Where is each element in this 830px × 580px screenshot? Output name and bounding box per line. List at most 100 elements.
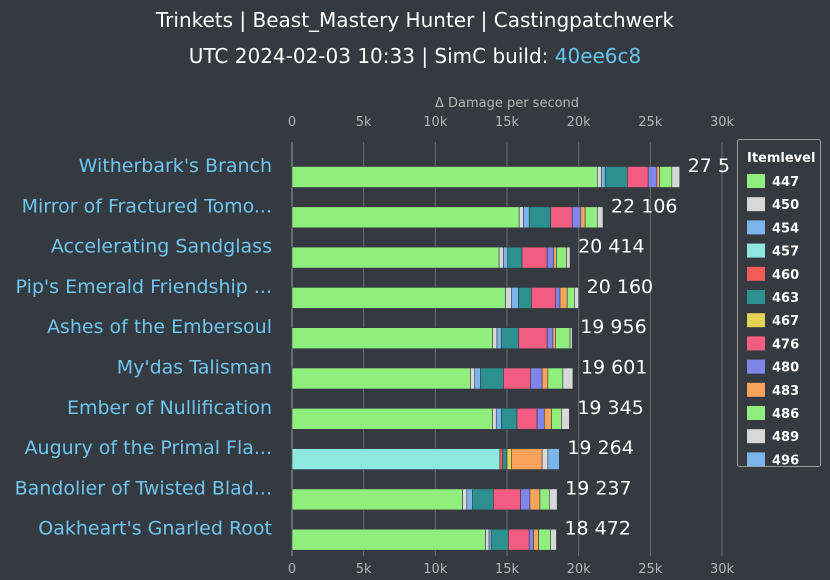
bar-segment[interactable]: [490, 528, 509, 551]
bar-segment[interactable]: [510, 287, 519, 309]
bar-segment[interactable]: [555, 327, 571, 350]
bar-segment[interactable]: [601, 166, 606, 188]
bar-row[interactable]: Mirror of Fractured Tomo... 22 106: [22, 195, 678, 229]
bar-segment[interactable]: [518, 206, 524, 229]
bar-segment[interactable]: [488, 528, 492, 551]
bar-segment[interactable]: [516, 407, 538, 430]
legend-item[interactable]: 457: [747, 243, 799, 260]
bar-row[interactable]: Bandolier of Twisted Blad... 19 237: [15, 477, 632, 511]
bar-row[interactable]: Ashes of the Embersoul 19 956: [47, 316, 647, 350]
category-label[interactable]: My'das Talisman: [117, 357, 272, 379]
bar-segment[interactable]: [508, 528, 530, 551]
bar-segment[interactable]: [485, 528, 490, 551]
bar-segment[interactable]: [550, 528, 557, 551]
bar-segment[interactable]: [507, 246, 523, 269]
bar-segment[interactable]: [506, 448, 512, 470]
bar-row[interactable]: Ember of Nullification 19 345: [67, 397, 644, 430]
legend-item[interactable]: 483: [747, 382, 799, 399]
bar-segment[interactable]: [547, 367, 564, 390]
category-label[interactable]: Witherbark's Branch: [79, 155, 272, 177]
bar-segment[interactable]: [291, 287, 506, 309]
bar-segment[interactable]: [499, 448, 504, 470]
bar-segment[interactable]: [546, 327, 554, 350]
bar-segment[interactable]: [492, 327, 498, 350]
bar-segment[interactable]: [291, 448, 501, 470]
category-label[interactable]: Ashes of the Embersoul: [47, 316, 272, 338]
legend-item[interactable]: 463: [747, 290, 799, 306]
bar-segment[interactable]: [546, 246, 554, 269]
bar-segment[interactable]: [493, 488, 521, 511]
bar-row[interactable]: My'das Talisman 19 601: [117, 357, 648, 390]
bar-segment[interactable]: [543, 407, 552, 430]
bar-segment[interactable]: [528, 528, 534, 551]
bar-segment[interactable]: [503, 246, 509, 269]
legend-item[interactable]: 454: [747, 220, 799, 236]
bar-segment[interactable]: [520, 488, 531, 511]
bar-segment[interactable]: [553, 246, 557, 269]
bar-segment[interactable]: [474, 367, 481, 390]
bar-segment[interactable]: [539, 488, 550, 511]
bar-segment[interactable]: [538, 528, 552, 551]
bar-segment[interactable]: [480, 367, 504, 390]
category-label[interactable]: Oakheart's Gnarled Root: [38, 518, 272, 540]
bar-segment[interactable]: [552, 327, 557, 350]
legend-item[interactable]: 460: [747, 266, 799, 283]
bar-segment[interactable]: [505, 287, 512, 309]
bar-segment[interactable]: [291, 327, 493, 350]
category-label[interactable]: Augury of the Primal Fla...: [25, 437, 272, 459]
legend-item[interactable]: 467: [747, 313, 799, 329]
bar-segment[interactable]: [500, 327, 519, 350]
category-label[interactable]: Ember of Nullification: [67, 397, 272, 419]
legend-item[interactable]: 486: [747, 406, 799, 422]
bar-segment[interactable]: [671, 166, 681, 188]
bar-segment[interactable]: [550, 206, 573, 229]
bar-segment[interactable]: [604, 166, 628, 188]
bar-segment[interactable]: [510, 448, 543, 470]
bar-segment[interactable]: [533, 528, 539, 551]
bar-segment[interactable]: [580, 206, 586, 229]
bar-row[interactable]: Oakheart's Gnarled Root 18 472: [38, 518, 631, 551]
bar-segment[interactable]: [470, 367, 476, 390]
bar-segment[interactable]: [656, 166, 660, 188]
bar-segment[interactable]: [496, 327, 502, 350]
bar-segment[interactable]: [500, 407, 518, 430]
legend-item[interactable]: 480: [747, 359, 799, 376]
category-label[interactable]: Bandolier of Twisted Blad...: [15, 477, 272, 499]
bar-segment[interactable]: [559, 287, 568, 309]
legend-item[interactable]: 450: [747, 197, 799, 213]
bar-segment[interactable]: [518, 287, 532, 309]
bar-segment[interactable]: [462, 488, 468, 511]
bar-segment[interactable]: [659, 166, 673, 188]
legend-item[interactable]: 496: [747, 452, 799, 468]
bar-segment[interactable]: [569, 327, 573, 350]
bar-segment[interactable]: [571, 206, 582, 229]
bar-segment[interactable]: [531, 287, 557, 309]
bar-segment[interactable]: [596, 206, 604, 229]
bar-segment[interactable]: [574, 287, 579, 309]
bar-segment[interactable]: [562, 367, 574, 390]
bar-segment[interactable]: [291, 407, 493, 430]
legend-item[interactable]: 447: [747, 174, 799, 190]
bar-segment[interactable]: [566, 246, 571, 269]
bar-segment[interactable]: [530, 367, 543, 390]
bar-segment[interactable]: [291, 528, 486, 551]
bar-segment[interactable]: [466, 488, 473, 511]
bar-segment[interactable]: [528, 206, 552, 229]
bar-segment[interactable]: [472, 488, 494, 511]
bar-segment[interactable]: [541, 448, 549, 470]
bar-segment[interactable]: [291, 206, 520, 229]
bar-segment[interactable]: [555, 287, 561, 309]
bar-segment[interactable]: [627, 166, 649, 188]
bar-segment[interactable]: [291, 166, 598, 188]
bar-segment[interactable]: [536, 407, 545, 430]
category-label[interactable]: Accelerating Sandglass: [51, 236, 272, 258]
bar-row[interactable]: Witherbark's Branch 27 5: [79, 155, 730, 188]
bar-segment[interactable]: [291, 246, 500, 269]
category-label[interactable]: Pip's Emerald Friendship ...: [16, 276, 272, 298]
bar-segment[interactable]: [523, 206, 530, 229]
build-link[interactable]: 40ee6c8: [554, 44, 642, 68]
legend-item[interactable]: 489: [747, 429, 799, 445]
bar-segment[interactable]: [291, 488, 463, 511]
bar-row[interactable]: Pip's Emerald Friendship ... 20 160: [16, 276, 654, 309]
bar-segment[interactable]: [495, 407, 502, 430]
